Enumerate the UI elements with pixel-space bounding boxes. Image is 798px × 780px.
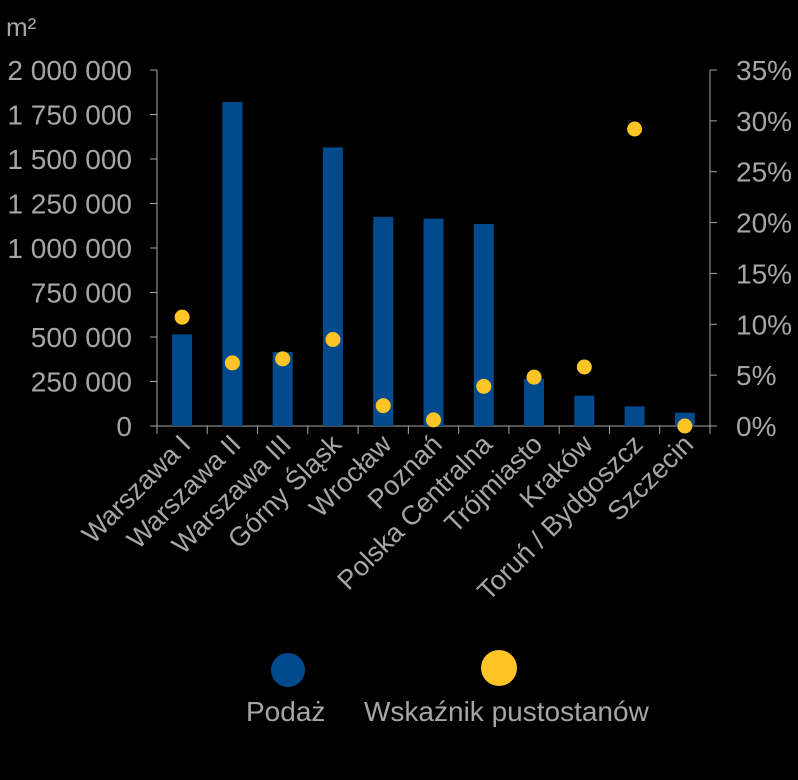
dot <box>627 121 643 137</box>
y-left-axis: 0 250 000 500 000 750 000 1 000 000 1 250 000… <box>7 55 158 442</box>
dot <box>224 355 240 371</box>
bar <box>473 223 494 426</box>
y-right-tick-label: 15% <box>736 258 792 289</box>
legend-label-supply: Podaż <box>246 696 326 727</box>
legend-dot-vacancy <box>481 650 517 686</box>
y-right-axis: 0% 5% 10% 15% 20% 25% 30% 35% <box>709 55 792 442</box>
y-right-tick-label: 35% <box>736 55 792 86</box>
y-right-tick-label: 0% <box>736 411 776 442</box>
bar-series <box>172 102 695 426</box>
dot <box>275 351 291 367</box>
bar <box>322 147 343 426</box>
bar <box>574 395 595 426</box>
dot <box>325 332 341 348</box>
dot <box>526 369 542 385</box>
legend-label-vacancy: Wskaźnik pustostanów <box>364 696 649 727</box>
bar <box>373 216 394 426</box>
y-left-tick-label: 2 000 000 <box>7 55 132 86</box>
y-left-tick-label: 1 750 000 <box>7 100 132 131</box>
dot <box>677 418 693 434</box>
bar <box>524 378 545 426</box>
bar <box>172 334 193 426</box>
dot <box>375 398 391 414</box>
y-right-tick-label: 5% <box>736 360 776 391</box>
y-left-tick-label: 750 000 <box>31 278 132 309</box>
y-left-tick-label: 1 500 000 <box>7 144 132 175</box>
dot <box>576 359 592 375</box>
bar <box>423 218 444 426</box>
bar <box>272 352 293 426</box>
y-left-tick-label: 0 <box>116 411 132 442</box>
y-right-tick-label: 10% <box>736 309 792 340</box>
y-left-tick-label: 1 250 000 <box>7 189 132 220</box>
bar <box>222 102 243 426</box>
dot <box>174 309 190 325</box>
y-left-tick-label: 250 000 <box>31 367 132 398</box>
y-right-tick-label: 25% <box>736 157 792 188</box>
dot <box>426 412 441 428</box>
y-left-unit-label: m² <box>6 12 37 42</box>
y-right-tick-label: 20% <box>736 208 792 239</box>
y-left-tick-label: 500 000 <box>31 322 132 353</box>
y-right-tick-label: 30% <box>736 106 792 137</box>
chart: m² 0 250 000 500 000 750 000 1 000 000 1 250 … <box>6 12 792 606</box>
bar <box>624 406 645 426</box>
y-left-tick-label: 1 000 000 <box>7 233 132 264</box>
legend-dot-supply <box>271 653 305 687</box>
dot-series <box>174 121 693 434</box>
dot <box>476 378 492 394</box>
